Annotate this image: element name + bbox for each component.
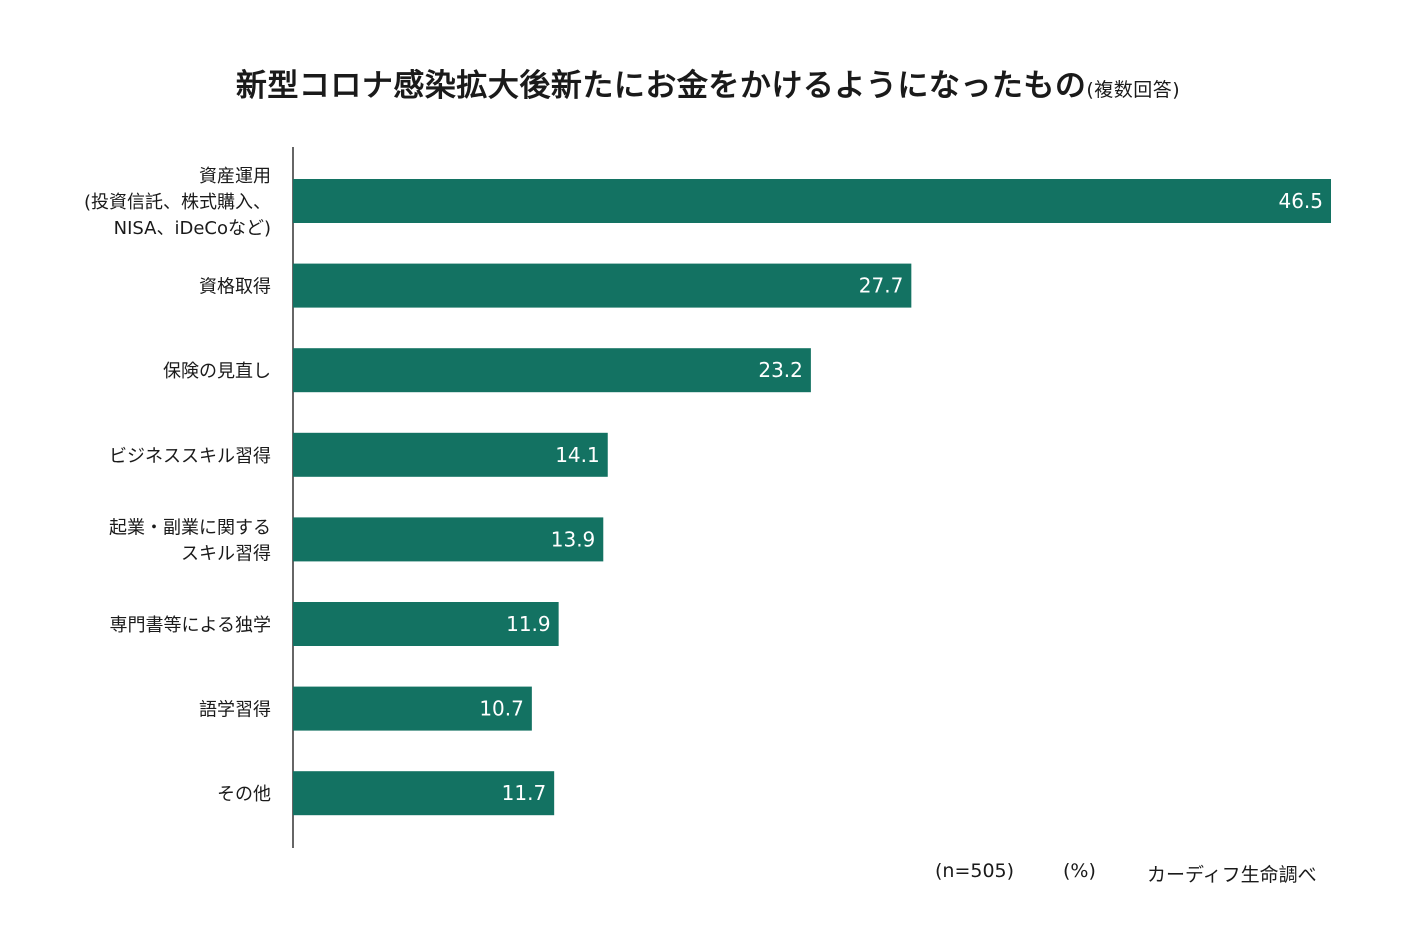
category-label: 資格取得 bbox=[199, 277, 271, 298]
chart-subtitle: (複数回答) bbox=[1086, 79, 1181, 101]
bar bbox=[293, 263, 912, 308]
unit-note: (%) bbox=[1063, 860, 1096, 882]
category-label: 起業・副業に関する bbox=[109, 517, 271, 538]
bar bbox=[293, 432, 608, 477]
category-label: 語学習得 bbox=[199, 700, 271, 721]
bar bbox=[293, 686, 532, 731]
data-label: 27.7 bbox=[859, 274, 904, 298]
bar bbox=[293, 602, 559, 646]
category-label: 保険の見直し bbox=[163, 361, 271, 382]
data-label: 11.7 bbox=[502, 781, 547, 805]
data-label: 23.2 bbox=[758, 358, 803, 382]
data-label: 13.9 bbox=[551, 527, 596, 551]
data-label: 10.7 bbox=[479, 697, 524, 721]
category-label: スキル習得 bbox=[181, 543, 271, 564]
category-label: NISA、iDeCoなど) bbox=[114, 218, 271, 239]
title-text: 新型コロナ感染拡大後新たにお金をかけるようになったもの bbox=[235, 68, 1087, 104]
bar bbox=[293, 771, 555, 816]
category-label: その他 bbox=[217, 784, 271, 805]
data-label: 14.1 bbox=[555, 443, 600, 467]
category-label: (投資信託、株式購入、 bbox=[84, 192, 271, 213]
bar bbox=[293, 179, 1331, 223]
chart-title: 新型コロナ感染拡大後新たにお金をかけるようになったもの(複数回答) bbox=[0, 60, 1416, 105]
sample-size-note: (n=505) bbox=[935, 860, 1015, 882]
category-label: ビジネススキル習得 bbox=[109, 446, 271, 467]
category-label: 資産運用 bbox=[199, 166, 271, 187]
data-label: 11.9 bbox=[506, 612, 551, 636]
bar bbox=[293, 348, 811, 393]
source-note: カーディフ生命調べ bbox=[1147, 864, 1317, 886]
category-label: 専門書等による独学 bbox=[110, 615, 271, 636]
bar bbox=[293, 517, 604, 562]
data-label: 46.5 bbox=[1278, 189, 1323, 213]
